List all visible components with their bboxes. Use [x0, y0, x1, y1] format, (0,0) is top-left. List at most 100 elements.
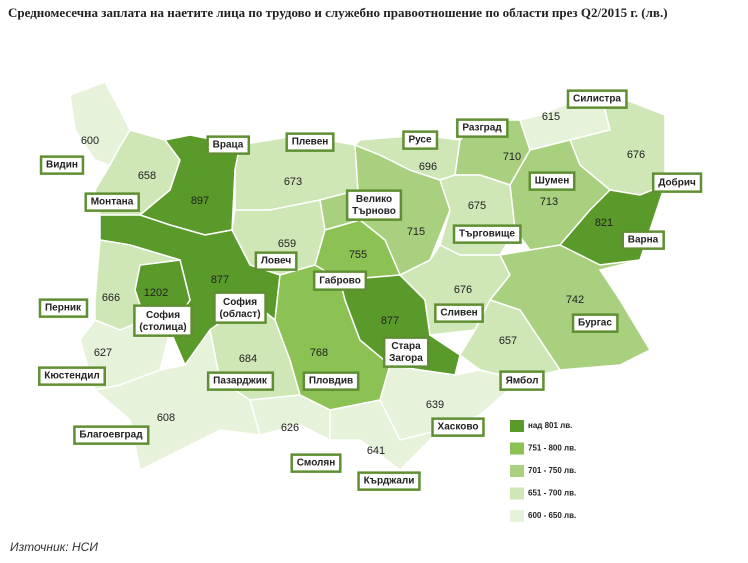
legend-label: 701 - 750 лв.	[528, 466, 576, 475]
label-box	[456, 118, 509, 138]
region-name: Пловдив	[309, 376, 353, 387]
label-box	[38, 366, 106, 386]
value-label: 877	[211, 274, 229, 286]
label-box	[382, 336, 430, 368]
value-label: 676	[454, 284, 472, 296]
value-label: 657	[499, 335, 517, 347]
legend-label: 600 - 650 лв.	[528, 511, 576, 520]
label-box	[206, 371, 275, 391]
legend-swatch	[510, 420, 524, 432]
legend-label: над 801 лв.	[528, 421, 572, 430]
label-box	[621, 230, 665, 250]
label-box	[133, 304, 193, 337]
region-name: Русе	[408, 135, 432, 146]
region-name: Велико Търново	[352, 194, 396, 217]
region-name: Благоевград	[79, 430, 143, 441]
label-box	[39, 155, 85, 175]
value-label: 897	[191, 195, 209, 207]
label-box	[73, 425, 150, 445]
value-label: 1202	[144, 287, 168, 299]
label-box	[402, 130, 439, 150]
region	[329, 399, 443, 471]
value-label: 641	[367, 445, 385, 457]
label-box	[254, 251, 298, 271]
region-name: Монтана	[91, 197, 134, 208]
legend-swatch	[510, 510, 524, 522]
region-name: Шумен	[535, 176, 569, 187]
label-box	[290, 453, 342, 473]
value-label: 710	[503, 151, 521, 163]
region-name: Разград	[462, 123, 502, 134]
region-name: Видин	[46, 160, 78, 171]
value-label: 627	[94, 347, 112, 359]
region-name: Стара Загора	[389, 341, 423, 364]
label-box	[452, 224, 522, 244]
region-name: Бургас	[578, 318, 612, 329]
legend-swatch	[510, 442, 524, 455]
label-box	[213, 291, 267, 324]
label-box	[431, 417, 485, 437]
legend-label: 651 - 700 лв.	[528, 489, 576, 498]
value-label: 675	[468, 200, 486, 212]
label-box	[206, 135, 251, 155]
region-name: Ловеч	[261, 256, 291, 267]
labels: 600 Видин 658 Монтана 897 Враца 673 Плевен 659 Ло…	[38, 89, 703, 491]
region-name: Сливен	[440, 308, 477, 319]
label-box	[285, 132, 335, 152]
value-label: 600	[81, 135, 99, 147]
region-name: Смолян	[297, 458, 336, 469]
value-label: 639	[426, 399, 444, 411]
legend-swatch	[510, 465, 524, 477]
label-box	[357, 471, 421, 491]
label-box	[528, 171, 576, 191]
legend-label: 751 - 800 лв.	[528, 444, 576, 453]
region-name: София (област)	[219, 296, 260, 320]
source-note: Източник: НСИ	[10, 540, 98, 554]
value-label: 755	[349, 249, 367, 261]
value-label: 676	[627, 149, 645, 161]
value-label: 713	[540, 196, 558, 208]
label-box	[302, 371, 360, 391]
region-name: Добрич	[658, 177, 696, 189]
label-box	[571, 313, 619, 333]
label-box	[651, 172, 703, 193]
region-name: Перник	[45, 303, 82, 314]
map-title: Средномесечна заплата на наетите лица по…	[8, 5, 668, 20]
region-name: Враца	[213, 140, 244, 151]
value-label: 626	[281, 422, 299, 434]
region-name: Ямбол	[506, 375, 539, 387]
value-label: 696	[419, 161, 437, 173]
label-box	[499, 370, 545, 391]
region-name: Кюстендил	[44, 371, 99, 382]
label-box	[38, 298, 89, 318]
value-label: 684	[239, 353, 257, 365]
region-name: Търговище	[459, 229, 515, 240]
value-label: 659	[278, 238, 296, 250]
value-label: 742	[566, 294, 584, 306]
value-label: 608	[157, 412, 175, 424]
label-box	[434, 303, 484, 323]
region-name: Хасково	[438, 422, 479, 433]
label-box	[84, 192, 140, 212]
label-box	[566, 89, 628, 109]
region-name: Варна	[628, 235, 659, 246]
region-name: Плевен	[292, 137, 329, 148]
region-name: Силистра	[573, 94, 621, 105]
region-name: Кърджали	[364, 476, 415, 487]
value-label: 768	[310, 347, 328, 359]
value-label: 673	[284, 176, 302, 188]
value-label: 877	[381, 315, 399, 327]
label-box	[345, 189, 403, 221]
region-name: Габрово	[319, 275, 361, 287]
region-name: София (столица)	[139, 309, 186, 333]
label-box	[312, 270, 368, 291]
region-name: Пазарджик	[213, 376, 268, 387]
value-label: 821	[595, 217, 613, 229]
value-label: 715	[407, 226, 425, 238]
value-label: 666	[102, 292, 120, 304]
value-label: 658	[138, 170, 156, 182]
value-label: 615	[542, 111, 560, 123]
legend-swatch	[510, 487, 524, 500]
